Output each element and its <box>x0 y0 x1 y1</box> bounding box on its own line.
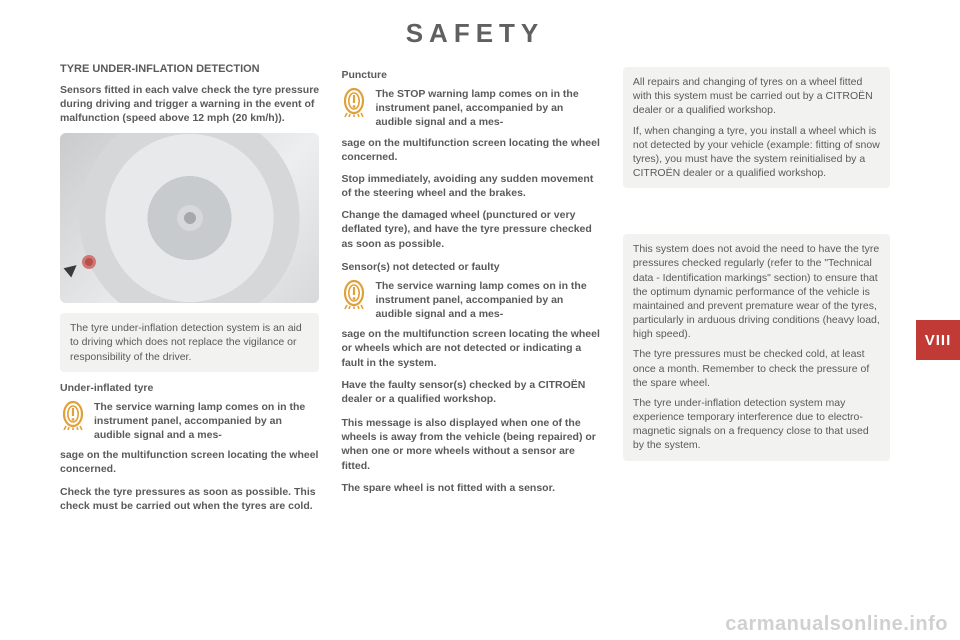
spare-wheel-text: The spare wheel is not fitted with a sen… <box>341 481 600 495</box>
puncture-icon-text: The STOP warning lamp comes on in the in… <box>375 87 600 130</box>
watermark: carmanualsonline.info <box>725 613 948 636</box>
tyre-warning-icon <box>60 400 86 430</box>
column-right: All repairs and changing of tyres on a w… <box>623 63 890 521</box>
puncture-p3: Change the damaged wheel (punctured or v… <box>341 208 600 251</box>
arrow-icon <box>64 261 81 278</box>
intro-text: Sensors fitted in each valve check the t… <box>60 83 319 126</box>
content-columns: TYRE UNDER-INFLATION DETECTION Sensors f… <box>60 63 890 521</box>
column-middle: Puncture The STOP warning lamp comes on … <box>341 63 600 521</box>
subheading-puncture: Puncture <box>341 69 600 81</box>
column-left: TYRE UNDER-INFLATION DETECTION Sensors f… <box>60 63 319 521</box>
tyre-wheel-image <box>60 133 319 303</box>
tyre-warning-icon <box>341 87 367 117</box>
chapter-tab: VIII <box>916 320 960 360</box>
icon-paragraph-sensor: The service warning lamp comes on in the… <box>341 279 600 322</box>
note-box-repairs: All repairs and changing of tyres on a w… <box>623 67 890 188</box>
subheading-under-inflated: Under-inflated tyre <box>60 382 319 394</box>
note-text: The tyre under-inflation detection syste… <box>70 321 309 364</box>
repairs-p2: If, when changing a tyre, you install a … <box>633 124 880 181</box>
sensor-p2: Have the faulty sensor(s) checked by a C… <box>341 378 600 406</box>
under-inflated-icon-text: The service warning lamp comes on in the… <box>94 400 319 443</box>
under-inflated-check: Check the tyre pressures as soon as poss… <box>60 485 319 513</box>
sensor-rest: sage on the multifunction screen locatin… <box>341 327 600 370</box>
repairs-p1: All repairs and changing of tyres on a w… <box>633 75 880 118</box>
sensor-icon-text: The service warning lamp comes on in the… <box>375 279 600 322</box>
subheading-sensor-fault: Sensor(s) not detected or faulty <box>341 261 600 273</box>
icon-paragraph-under-inflated: The service warning lamp comes on in the… <box>60 400 319 443</box>
page: SAFETY TYRE UNDER-INFLATION DETECTION Se… <box>0 0 960 640</box>
icon-paragraph-puncture: The STOP warning lamp comes on in the in… <box>341 87 600 130</box>
note-box-system-info: This system does not avoid the need to h… <box>623 234 890 460</box>
valve-sensor-icon <box>82 255 96 269</box>
tyre-warning-icon <box>341 279 367 309</box>
note-box-driver-aid: The tyre under-inflation detection syste… <box>60 313 319 372</box>
puncture-rest: sage on the multifunction screen locatin… <box>341 136 600 164</box>
wheel-away-text: This message is also displayed when one … <box>341 416 600 473</box>
puncture-p2: Stop immediately, avoiding any sudden mo… <box>341 172 600 200</box>
system-p3: The tyre under-inflation detection syste… <box>633 396 880 453</box>
heading-tyre-detection: TYRE UNDER-INFLATION DETECTION <box>60 63 319 77</box>
under-inflated-rest: sage on the multifunction screen locatin… <box>60 448 319 476</box>
system-p1: This system does not avoid the need to h… <box>633 242 880 341</box>
page-title: SAFETY <box>60 18 890 49</box>
system-p2: The tyre pressures must be checked cold,… <box>633 347 880 390</box>
